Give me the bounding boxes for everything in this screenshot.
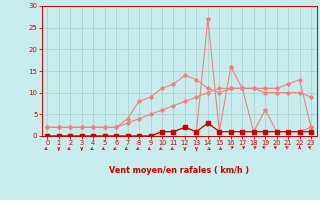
X-axis label: Vent moyen/en rafales ( km/h ): Vent moyen/en rafales ( km/h ) [109,166,249,175]
